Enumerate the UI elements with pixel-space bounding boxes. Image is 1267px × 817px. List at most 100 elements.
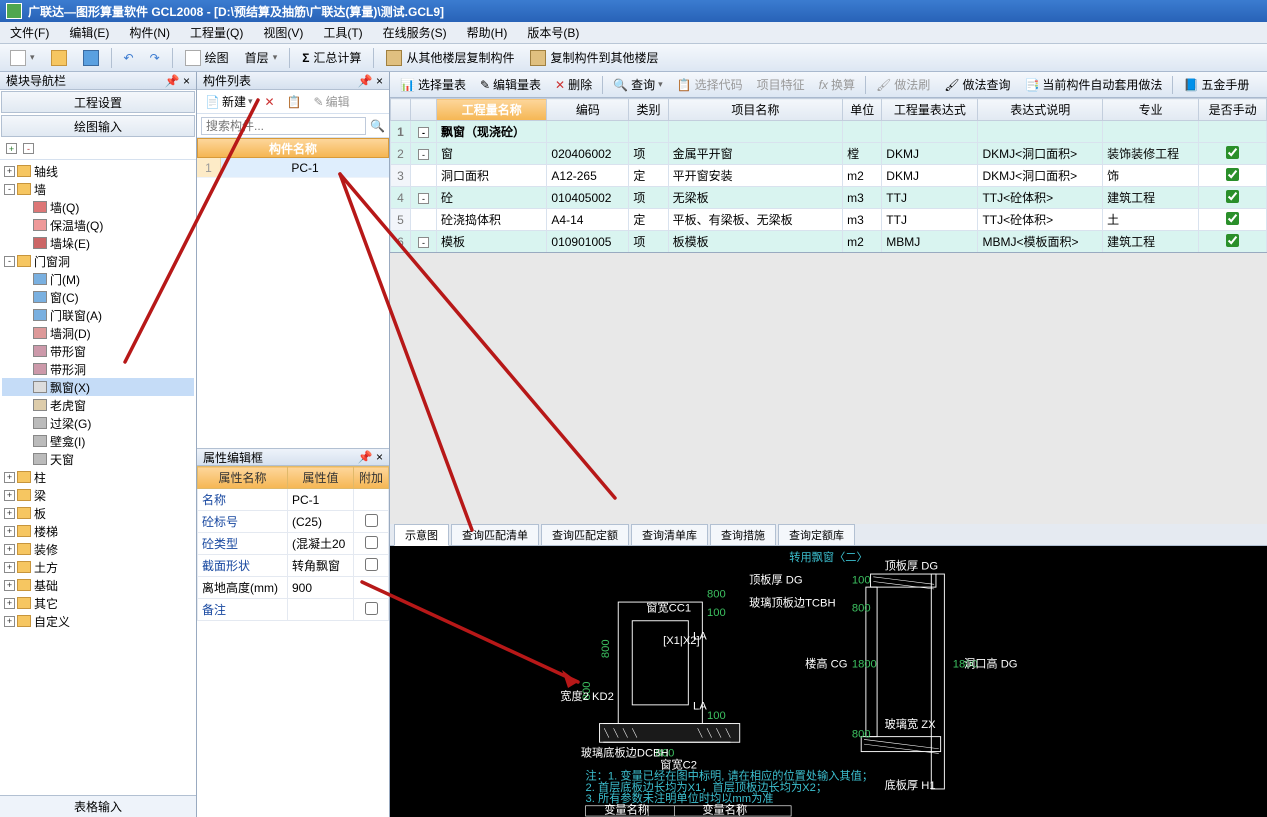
tree-row[interactable]: -墙 [2, 180, 194, 198]
tree-row[interactable]: +装修 [2, 540, 194, 558]
svg-text:800: 800 [852, 602, 871, 614]
hardware-button[interactable]: 📘 五金手册 [1179, 75, 1253, 94]
edit-qty-button[interactable]: ✎ 编辑量表 [476, 75, 545, 94]
redo-button[interactable]: ↷ [146, 49, 164, 67]
component-list[interactable]: 1PC-1 [197, 158, 389, 448]
menu-item[interactable]: 文件(F) [4, 22, 55, 43]
quantity-grid[interactable]: 工程量名称编码类别项目名称单位工程量表达式表达式说明专业是否手动 1-飘窗（现浇… [390, 98, 1267, 253]
tree-row[interactable]: +柱 [2, 468, 194, 486]
left-header: 模块导航栏 📌 × [0, 72, 196, 90]
new-component-button[interactable]: 📄新建▾ [201, 92, 257, 111]
auto-apply-button[interactable]: 📑 当前构件自动套用做法 [1020, 75, 1166, 94]
draw-button[interactable]: 绘图 [181, 47, 233, 68]
tree-row[interactable]: 窗(C) [2, 288, 194, 306]
section-setup[interactable]: 工程设置 [1, 91, 195, 113]
convert-button[interactable]: fx 换算 [815, 75, 859, 94]
copy-to-button[interactable]: 复制构件到其他楼层 [526, 47, 662, 68]
tree-row[interactable]: +土方 [2, 558, 194, 576]
delete-component-button[interactable]: ✕ [261, 94, 279, 110]
svg-text:洞口高 DG: 洞口高 DG [964, 656, 1018, 670]
diagram-view[interactable]: 转用飘窗〈二〉 [390, 546, 1267, 817]
search-input[interactable] [201, 117, 366, 135]
right-toolbar: 📊 选择量表 ✎ 编辑量表 ✕ 删除 🔍 查询 ▾ 📋 选择代码 项目特征 fx… [390, 72, 1267, 98]
menu-item[interactable]: 在线服务(S) [377, 22, 453, 43]
item-prop-button[interactable]: 项目特征 [753, 75, 809, 94]
tree-row[interactable]: 带形洞 [2, 360, 194, 378]
diagram-tabs: 示意图查询匹配清单查询匹配定额查询清单库查询措施查询定额库 [390, 524, 1267, 546]
menu-item[interactable]: 编辑(E) [63, 22, 115, 43]
query-button[interactable]: 🔍 查询 ▾ [609, 75, 667, 94]
diagram-tab[interactable]: 示意图 [394, 524, 449, 546]
brush-button[interactable]: 🖌 做法刷 [872, 75, 934, 94]
pin-icon[interactable]: 📌 × [165, 74, 190, 88]
delete-button[interactable]: ✕ 删除 [551, 75, 596, 94]
tree-row[interactable]: +梁 [2, 486, 194, 504]
mid-pin-icon[interactable]: 📌 × [358, 74, 383, 88]
tree-row[interactable]: +板 [2, 504, 194, 522]
svg-text:100: 100 [707, 607, 726, 619]
tree-row[interactable]: 老虎窗 [2, 396, 194, 414]
diagram-tab[interactable]: 查询匹配定额 [541, 524, 629, 545]
window-titlebar: 广联达—图形算量软件 GCL2008 - [D:\预结算及抽筋\广联达(算量)\… [0, 0, 1267, 22]
svg-text:顶板厚 DG: 顶板厚 DG [885, 558, 939, 572]
tree-row[interactable]: +基础 [2, 576, 194, 594]
tree-row[interactable]: 墙洞(D) [2, 324, 194, 342]
diagram-tab[interactable]: 查询定额库 [778, 524, 855, 545]
tree-row[interactable]: 墙(Q) [2, 198, 194, 216]
menu-item[interactable]: 帮助(H) [461, 22, 514, 43]
tree-row[interactable]: 壁龛(I) [2, 432, 194, 450]
prop-pin-icon[interactable]: 📌 × [358, 450, 383, 464]
tree-row[interactable]: 带形窗 [2, 342, 194, 360]
svg-text:100: 100 [852, 574, 871, 586]
left-nav-pane: 模块导航栏 📌 × 工程设置 绘图输入 + - +轴线-墙墙(Q)保温墙(Q)墙… [0, 72, 197, 817]
brush-query-button[interactable]: 🖌 做法查询 [940, 75, 1014, 94]
diagram-tab[interactable]: 查询匹配清单 [451, 524, 539, 545]
svg-text:1800: 1800 [852, 658, 877, 670]
tree-row[interactable]: 墙垛(E) [2, 234, 194, 252]
section-input[interactable]: 绘图输入 [1, 115, 195, 137]
tree-row[interactable]: 过梁(G) [2, 414, 194, 432]
footer-table-input[interactable]: 表格输入 [0, 795, 196, 817]
svg-text:变量名称: 变量名称 [604, 802, 649, 816]
edit-component-button[interactable]: ✎ 编辑 [310, 92, 354, 111]
search-icon[interactable]: 🔍 [370, 119, 385, 133]
floor-select[interactable]: 首层 ▾ [241, 47, 282, 68]
menu-item[interactable]: 视图(V) [257, 22, 309, 43]
tree-row[interactable]: 飘窗(X) [2, 378, 194, 396]
expand-all-icon[interactable]: + [6, 143, 17, 154]
right-pane: 📊 选择量表 ✎ 编辑量表 ✕ 删除 🔍 查询 ▾ 📋 选择代码 项目特征 fx… [390, 72, 1267, 817]
property-table[interactable]: 属性名称 属性值 附加 名称PC-1砼标号(C25)砼类型(混凝土20截面形状转… [197, 466, 389, 817]
menu-item[interactable]: 版本号(B) [521, 22, 585, 43]
mid-header: 构件列表 📌 × [197, 72, 389, 90]
open-folder-button[interactable] [47, 48, 71, 68]
undo-button[interactable]: ↶ [120, 49, 138, 67]
tree-row[interactable]: 天窗 [2, 450, 194, 468]
tree-row[interactable]: -门窗洞 [2, 252, 194, 270]
svg-text:底板厚 H1: 底板厚 H1 [885, 778, 936, 792]
select-code-button[interactable]: 📋 选择代码 [673, 75, 747, 94]
save-button[interactable] [79, 48, 103, 68]
copy-from-button[interactable]: 从其他楼层复制构件 [382, 47, 518, 68]
tree-row[interactable]: +其它 [2, 594, 194, 612]
collapse-all-icon[interactable]: - [23, 143, 34, 154]
tree-row[interactable]: 门(M) [2, 270, 194, 288]
new-file-button[interactable]: ▾ [6, 48, 39, 68]
sum-button[interactable]: Σ 汇总计算 [298, 47, 365, 68]
menu-item[interactable]: 工具(T) [317, 22, 368, 43]
svg-text:宽度2 KD2: 宽度2 KD2 [560, 689, 614, 703]
diagram-tab[interactable]: 查询清单库 [631, 524, 708, 545]
copy-component-button[interactable]: 📋 [283, 94, 306, 110]
tree-row[interactable]: +自定义 [2, 612, 194, 630]
component-tree[interactable]: +轴线-墙墙(Q)保温墙(Q)墙垛(E)-门窗洞门(M)窗(C)门联窗(A)墙洞… [0, 160, 196, 795]
tree-row[interactable]: 保温墙(Q) [2, 216, 194, 234]
diagram-tab[interactable]: 查询措施 [710, 524, 776, 545]
tree-row[interactable]: 门联窗(A) [2, 306, 194, 324]
menu-item[interactable]: 构件(N) [123, 22, 176, 43]
tree-row[interactable]: +楼梯 [2, 522, 194, 540]
svg-text:窗宽CC1: 窗宽CC1 [646, 600, 691, 614]
select-qty-button[interactable]: 📊 选择量表 [396, 75, 470, 94]
list-item[interactable]: 1PC-1 [197, 158, 389, 178]
tree-row[interactable]: +轴线 [2, 162, 194, 180]
menu-item[interactable]: 工程量(Q) [184, 22, 249, 43]
window-title: 广联达—图形算量软件 GCL2008 - [D:\预结算及抽筋\广联达(算量)\… [28, 3, 444, 20]
